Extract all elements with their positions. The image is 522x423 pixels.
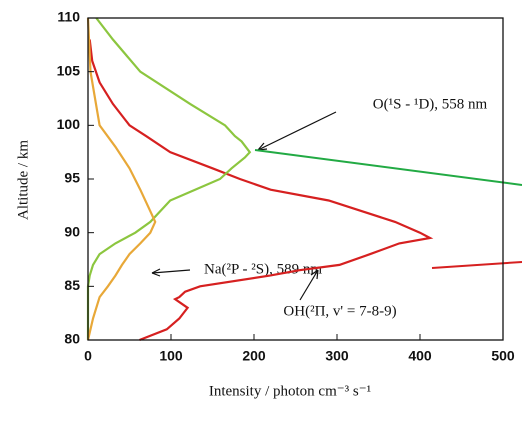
x-tick-label: 200 [242, 348, 266, 364]
x-axis-label: Intensity / photon cm⁻³ s⁻¹ [209, 383, 371, 399]
annotation-na: Na(²P - ²S), 589 nm [204, 261, 322, 277]
x-tick-label: 400 [408, 348, 432, 364]
x-tick-label: 500 [491, 348, 515, 364]
y-tick-label: 95 [64, 170, 80, 186]
leader-line [254, 149, 522, 186]
x-tick-label: 0 [84, 348, 92, 364]
y-axis-label: Altitude / km [15, 140, 31, 220]
line [86, 17, 252, 340]
line [86, 17, 157, 341]
y-tick-label: 85 [64, 277, 80, 293]
line [88, 39, 434, 342]
y-tick-label: 90 [64, 223, 80, 239]
y-tick-label: 80 [64, 331, 80, 347]
x-tick-label: 100 [159, 348, 183, 364]
plot-frame [87, 17, 504, 341]
y-tick-label: 105 [57, 62, 81, 78]
x-tick-label: 300 [325, 348, 349, 364]
annotation-arrows [151, 111, 337, 301]
y-tick-label: 110 [57, 9, 80, 25]
annotation-oh: OH(²Π, v' = 7-8-9) [283, 303, 396, 319]
leader-line [431, 261, 522, 269]
annotation-o: O(¹S - ¹D), 558 nm [373, 96, 488, 112]
y-tick-label: 100 [57, 116, 81, 132]
